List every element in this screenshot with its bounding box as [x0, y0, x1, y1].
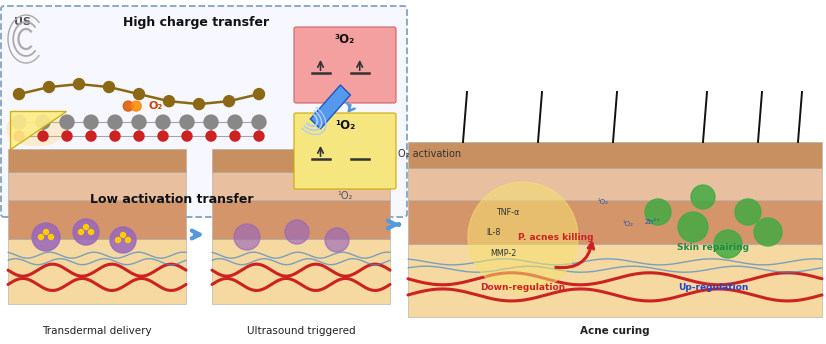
Circle shape: [714, 230, 742, 258]
Circle shape: [156, 115, 170, 129]
Circle shape: [36, 115, 50, 129]
Text: ¹O₂: ¹O₂: [335, 119, 355, 132]
Text: TNF-α: TNF-α: [496, 207, 520, 216]
Circle shape: [44, 229, 49, 235]
Circle shape: [12, 115, 26, 129]
Circle shape: [254, 89, 264, 100]
Circle shape: [228, 115, 242, 129]
Circle shape: [13, 89, 25, 100]
Circle shape: [84, 115, 98, 129]
Circle shape: [62, 131, 72, 141]
Circle shape: [78, 229, 83, 235]
Circle shape: [83, 225, 88, 229]
Text: P. acnes killing: P. acnes killing: [518, 233, 594, 241]
Circle shape: [110, 227, 136, 253]
Circle shape: [73, 219, 99, 245]
Circle shape: [754, 218, 782, 246]
Text: ¹O₂: ¹O₂: [597, 199, 609, 205]
Circle shape: [32, 223, 60, 251]
Text: Acne curing: Acne curing: [580, 326, 650, 336]
Text: US: US: [14, 17, 31, 27]
Text: High charge transfer: High charge transfer: [123, 16, 269, 29]
Circle shape: [252, 115, 266, 129]
Circle shape: [116, 237, 121, 243]
Bar: [8, 239, 186, 304]
Circle shape: [254, 131, 264, 141]
Circle shape: [230, 131, 240, 141]
Bar: [408, 168, 822, 200]
Text: Transdermal delivery: Transdermal delivery: [42, 326, 152, 336]
Bar: [408, 244, 822, 317]
Bar: [212, 200, 390, 239]
FancyBboxPatch shape: [294, 27, 396, 103]
Text: Up-regulation: Up-regulation: [678, 283, 748, 292]
Bar: [8, 200, 186, 239]
Bar: [212, 149, 390, 172]
FancyBboxPatch shape: [294, 113, 396, 189]
Bar: [408, 142, 822, 168]
Ellipse shape: [6, 111, 66, 147]
Circle shape: [735, 199, 761, 225]
Text: ¹O₂: ¹O₂: [623, 221, 634, 227]
Text: O₂: O₂: [148, 101, 163, 111]
Circle shape: [678, 212, 708, 242]
Circle shape: [126, 237, 131, 243]
Text: IL-8: IL-8: [486, 227, 501, 237]
Circle shape: [74, 78, 84, 89]
Polygon shape: [311, 85, 350, 129]
Text: ¹O₂: ¹O₂: [337, 191, 353, 201]
Circle shape: [645, 199, 671, 225]
Circle shape: [158, 131, 168, 141]
Circle shape: [134, 131, 144, 141]
Circle shape: [193, 99, 205, 110]
Circle shape: [134, 89, 145, 100]
Circle shape: [49, 235, 54, 239]
Circle shape: [123, 101, 133, 111]
Text: MMP-2: MMP-2: [490, 249, 516, 258]
Circle shape: [204, 115, 218, 129]
Circle shape: [325, 228, 349, 252]
Text: Ultrasound triggered: Ultrasound triggered: [247, 326, 355, 336]
Circle shape: [691, 185, 715, 209]
Circle shape: [206, 131, 216, 141]
Text: Low activation transfer: Low activation transfer: [90, 193, 254, 206]
Circle shape: [60, 115, 74, 129]
Circle shape: [285, 220, 309, 244]
Circle shape: [103, 82, 115, 93]
Circle shape: [88, 229, 93, 235]
Circle shape: [86, 131, 96, 141]
Bar: [8, 149, 186, 172]
Text: ³O₂: ³O₂: [335, 33, 355, 46]
Circle shape: [468, 182, 578, 292]
Circle shape: [180, 115, 194, 129]
Circle shape: [224, 96, 235, 107]
FancyBboxPatch shape: [1, 6, 407, 217]
Circle shape: [110, 131, 120, 141]
Circle shape: [38, 131, 48, 141]
Circle shape: [121, 233, 126, 237]
Circle shape: [44, 82, 55, 93]
Text: Skin repairing: Skin repairing: [677, 243, 749, 251]
Polygon shape: [10, 111, 66, 149]
Bar: [212, 239, 390, 304]
Circle shape: [14, 131, 24, 141]
Circle shape: [132, 115, 146, 129]
Circle shape: [234, 224, 260, 250]
Bar: [212, 172, 390, 200]
Circle shape: [39, 235, 44, 239]
Circle shape: [108, 115, 122, 129]
Text: Down-regulation: Down-regulation: [481, 283, 566, 292]
Circle shape: [164, 96, 174, 107]
Text: O₂ activation: O₂ activation: [398, 149, 461, 159]
Circle shape: [182, 131, 192, 141]
Bar: [408, 200, 822, 244]
Circle shape: [131, 101, 141, 111]
Text: Zn²⁺: Zn²⁺: [645, 219, 661, 225]
Bar: [8, 172, 186, 200]
